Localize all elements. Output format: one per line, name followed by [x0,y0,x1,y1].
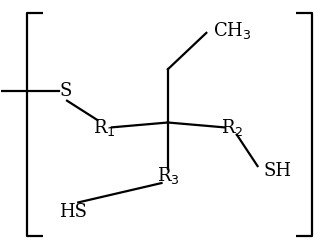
Text: R$_1$: R$_1$ [93,117,115,138]
Text: R$_2$: R$_2$ [221,117,243,138]
Text: SH: SH [264,162,292,180]
Text: R$_3$: R$_3$ [157,165,179,186]
Text: S: S [59,82,72,100]
Text: HS: HS [59,203,87,221]
Text: CH$_3$: CH$_3$ [213,20,251,41]
